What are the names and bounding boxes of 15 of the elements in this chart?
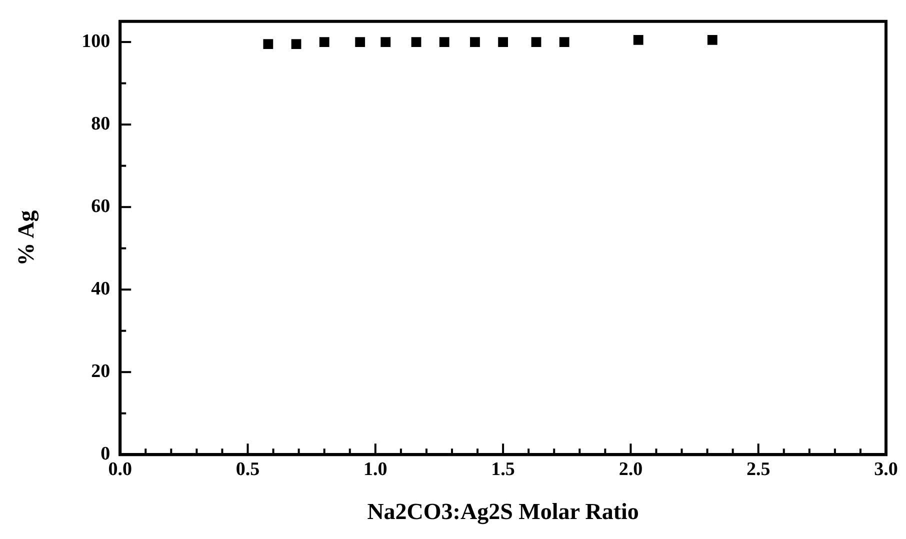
- x-tick-label: 1.0: [364, 458, 388, 480]
- x-tick-label: 1.5: [491, 458, 515, 480]
- x-tick-label: 0.5: [236, 458, 260, 480]
- y-tick-label: 20: [91, 360, 110, 382]
- y-tick-label: 80: [91, 113, 110, 134]
- x-tick-label: 3.0: [874, 458, 898, 480]
- y-tick-label: 60: [91, 196, 110, 217]
- y-axis-title: % Ag: [14, 210, 40, 266]
- y-tick-label: 40: [91, 278, 110, 300]
- x-tick-label: 2.5: [746, 458, 770, 480]
- y-tick-label: 0: [100, 444, 110, 465]
- x-tick-label: 2.0: [618, 458, 643, 480]
- x-tick-label: 0.0: [108, 458, 132, 480]
- y-tick-label: 100: [82, 30, 110, 52]
- x-axis-title: Na2CO3:Ag2S Molar Ratio: [367, 499, 639, 526]
